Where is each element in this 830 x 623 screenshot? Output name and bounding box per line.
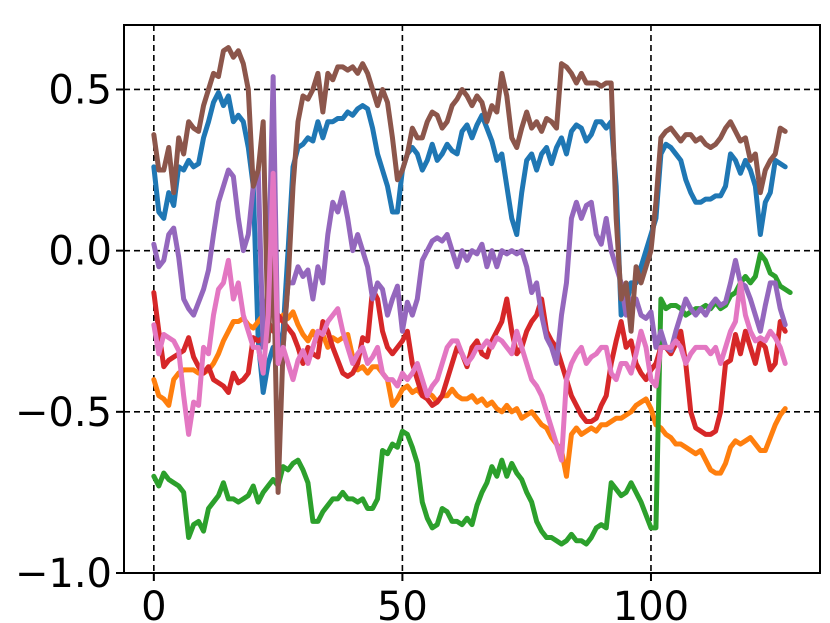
x-tick-label: 0 xyxy=(141,584,166,623)
tick-marks xyxy=(116,88,652,581)
x-tick-label: 50 xyxy=(377,584,428,623)
y-tick-label: −0.5 xyxy=(15,390,112,436)
series-line-7 xyxy=(151,170,788,463)
y-tick-label: −1.0 xyxy=(15,551,112,597)
y-tick-labels: −1.0 −0.5 0.0 0.5 xyxy=(15,67,112,597)
series-line-6 xyxy=(151,45,788,495)
x-tick-label: 100 xyxy=(613,584,689,623)
x-tick-labels: 0 50 100 xyxy=(141,584,689,623)
series-lines xyxy=(151,45,793,547)
y-tick-label: 0.5 xyxy=(48,67,112,113)
series-line-2 xyxy=(151,306,788,479)
series-line-3 xyxy=(151,251,793,547)
plot-frame xyxy=(123,24,821,574)
y-tick-label: 0.0 xyxy=(48,229,112,275)
series-line-5 xyxy=(151,74,788,366)
